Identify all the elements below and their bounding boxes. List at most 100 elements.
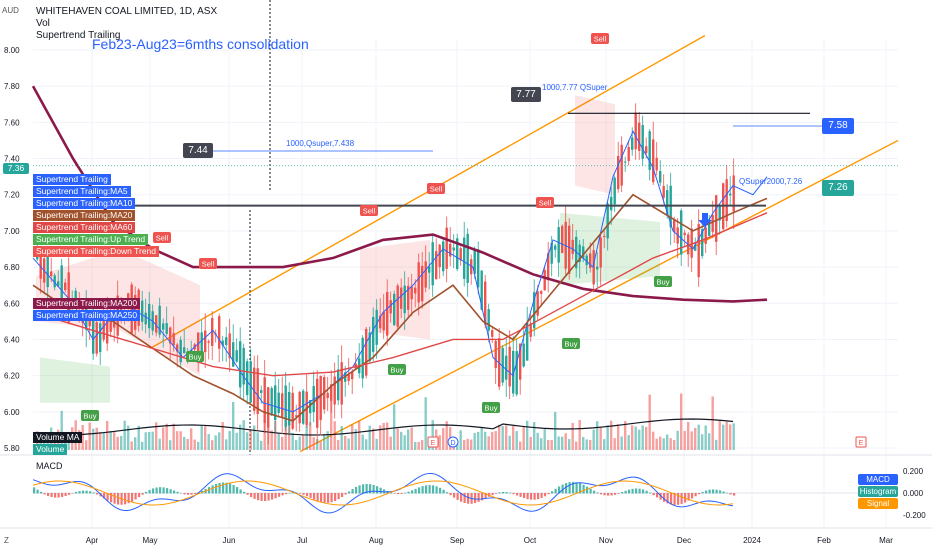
candle-body [389, 300, 392, 314]
legend-item[interactable]: Supertrend Trailing:MA20 [33, 210, 136, 221]
y-tick-label: 5.80 [4, 444, 20, 453]
volume-bar [407, 429, 410, 450]
histogram-bar [404, 492, 407, 494]
volume-bar [718, 420, 721, 450]
candle-body [302, 390, 305, 424]
histogram-bar [425, 485, 428, 494]
volume-bar [585, 439, 588, 450]
volume-bar [596, 421, 599, 450]
legend-item[interactable]: Supertrend Trailing:MA10 [33, 198, 136, 209]
trend-channel [149, 0, 899, 455]
histogram-bar [687, 493, 690, 501]
histogram-bar [442, 489, 445, 494]
histogram-bar [215, 483, 218, 494]
histogram-bar [617, 493, 620, 494]
volume-bar [344, 435, 347, 450]
legend-item[interactable]: Supertrend Trailing:Up Trend [33, 234, 149, 245]
indicator-supertrend[interactable]: Supertrend Trailing [36, 30, 121, 41]
buy-signal-label: Buy [189, 353, 202, 362]
histogram-bar [190, 493, 193, 495]
note-2000: QSuper2000,7.26 [739, 177, 803, 186]
candle-body [666, 190, 669, 215]
histogram-bar [642, 489, 645, 494]
volume-bar [389, 436, 392, 450]
histogram-bar [729, 493, 732, 495]
volume-bar [256, 432, 259, 450]
candle-body [561, 225, 564, 253]
volume-bars [32, 392, 735, 450]
x-tick-label: May [142, 536, 157, 545]
volume-bar [316, 439, 319, 450]
legend-item[interactable]: Supertrend Trailing [33, 174, 111, 185]
volume-bar [459, 430, 462, 450]
candle-body [620, 144, 623, 186]
candle-body [697, 223, 700, 278]
volume-bar [722, 424, 725, 450]
volume-bar [270, 430, 273, 450]
volume-bar [323, 434, 326, 450]
volume-bar [708, 433, 711, 450]
candle-body [148, 304, 151, 329]
legend-item[interactable]: Supertrend Trailing:MA5 [33, 186, 131, 197]
buy-signal-label: Buy [391, 366, 404, 375]
histogram-bar [243, 491, 246, 494]
histogram-bar [271, 493, 274, 500]
legend-item[interactable]: Supertrend Trailing:MA60 [33, 222, 136, 233]
buy-signal [388, 364, 406, 375]
volume-bar [533, 422, 536, 450]
volume-legend-item[interactable]: Volume MA [33, 432, 83, 443]
candle-body [596, 266, 599, 270]
candle-body [470, 259, 473, 275]
histogram-bar [530, 493, 533, 500]
volume-bar [165, 423, 168, 450]
candle-body [88, 317, 91, 327]
legend-item[interactable]: Supertrend Trailing:Down Trend [33, 246, 160, 257]
buy-signal [482, 402, 500, 413]
histogram-bar [691, 493, 694, 499]
volume-bar [648, 394, 651, 450]
volume-bar [330, 392, 333, 450]
volume-bar [410, 427, 413, 450]
volume-legend-item[interactable]: Volume [33, 444, 68, 455]
candle-body [473, 249, 476, 274]
candle-body [652, 139, 655, 183]
legend-item[interactable]: Supertrend Trailing:MA200 [33, 298, 141, 309]
histogram-bar [477, 493, 480, 502]
histogram-bar [733, 493, 736, 496]
candle-body [701, 229, 704, 257]
candle-body [424, 261, 427, 288]
candle-body [522, 343, 525, 367]
candle-body [491, 330, 494, 337]
chart-title: WHITEHAVEN COAL LIMITED, 1D, ASX [36, 6, 218, 17]
volume-bar [697, 424, 700, 450]
legend-item[interactable]: Supertrend Trailing:MA250 [33, 310, 141, 321]
candle-body [683, 232, 686, 236]
histogram-bar [722, 491, 725, 494]
candle-body [634, 112, 637, 150]
histogram-bar [211, 485, 214, 494]
sell-signal [536, 197, 554, 208]
histogram-bar [509, 492, 512, 494]
histogram-bar [306, 493, 309, 497]
buy-signal [562, 338, 580, 349]
candle-body [295, 415, 298, 417]
volume-bar [466, 438, 469, 450]
volume-bar [599, 427, 602, 450]
indicator-vol[interactable]: Vol [36, 18, 50, 29]
volume-bar [473, 432, 476, 450]
volume-bar [361, 434, 364, 450]
histogram-bar [239, 489, 242, 494]
volume-bar [676, 430, 679, 450]
candle-body [592, 250, 595, 285]
volume-bar [141, 441, 144, 450]
histogram-bar [162, 487, 165, 494]
candle-body [326, 392, 329, 399]
volume-bar [393, 404, 396, 450]
volume-bar [575, 441, 578, 450]
macd-title[interactable]: MACD [36, 461, 63, 471]
sell-signal [199, 258, 217, 269]
histogram-bar [414, 488, 417, 494]
volume-bar [337, 440, 340, 450]
histogram-bar [628, 489, 631, 494]
histogram-bar [568, 482, 571, 494]
